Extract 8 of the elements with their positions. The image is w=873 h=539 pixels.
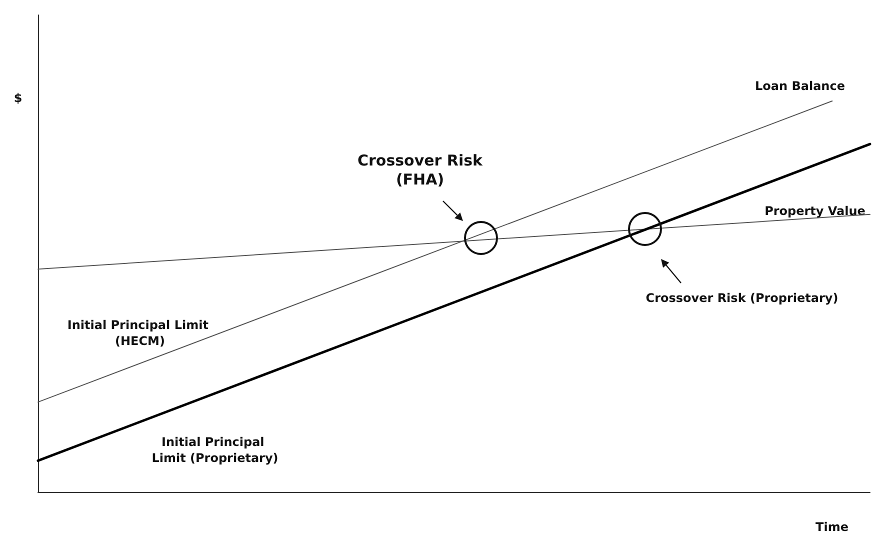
x-axis-title: Time: [816, 520, 848, 534]
series-label: Loan Balance: [755, 79, 845, 93]
annotation: Crossover Risk (FHA): [357, 152, 484, 188]
y-axis-title: $: [14, 91, 22, 105]
series-label: Initial Principal Limit (Proprietary): [152, 435, 278, 465]
annotation: Initial Principal Limit (HECM): [67, 318, 213, 348]
annotation: Crossover Risk (Proprietary): [646, 291, 838, 305]
series-label: Property Value: [764, 204, 866, 218]
